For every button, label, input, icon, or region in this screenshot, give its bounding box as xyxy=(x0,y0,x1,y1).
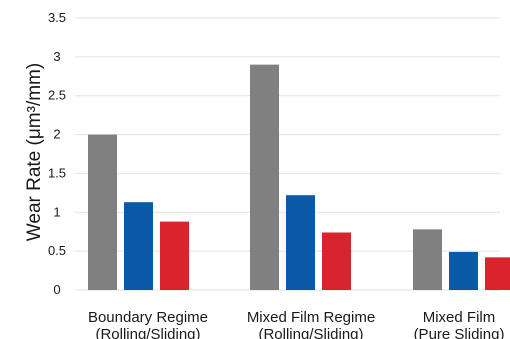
y-axis-ticks: 0 0.5 1 1.5 2 2.5 3 3.5 xyxy=(48,10,66,297)
bar-series-3-category-3 xyxy=(485,257,510,290)
category-label-line2: (Rolling/Sliding) xyxy=(95,326,200,339)
bars xyxy=(88,64,510,290)
bar-series-2-category-2 xyxy=(286,195,315,290)
y-tick-label: 0.5 xyxy=(48,243,66,258)
y-axis-label: Wear Rate (μm³/mm) xyxy=(24,63,45,241)
y-tick-label: 3 xyxy=(53,49,60,64)
y-tick-label: 1.5 xyxy=(48,165,66,180)
y-tick-label: 0 xyxy=(53,282,60,297)
category-label-line2: (Rolling/Sliding) xyxy=(258,326,363,339)
category-label-line1: Boundary Regime xyxy=(88,309,208,326)
bar-series-2-category-1 xyxy=(124,202,153,290)
bar-series-1-category-1 xyxy=(88,134,117,290)
bar-series-2-category-3 xyxy=(449,251,478,290)
bar-series-1-category-2 xyxy=(250,64,279,290)
bar-series-3-category-1 xyxy=(160,221,189,290)
y-tick-label: 1 xyxy=(53,204,60,219)
category-label-line2: (Pure Sliding) xyxy=(414,326,505,339)
category-label-line1: Mixed Film Regime xyxy=(247,309,375,326)
bar-series-3-category-2 xyxy=(322,232,351,290)
x-axis-category-labels: Boundary Regime(Rolling/Sliding)Mixed Fi… xyxy=(88,309,504,339)
y-tick-label: 3.5 xyxy=(48,10,66,25)
y-tick-label: 2.5 xyxy=(48,88,66,103)
category-label-line1: Mixed Film xyxy=(423,309,496,326)
bar-series-1-category-3 xyxy=(413,229,442,290)
y-tick-label: 2 xyxy=(53,127,60,142)
